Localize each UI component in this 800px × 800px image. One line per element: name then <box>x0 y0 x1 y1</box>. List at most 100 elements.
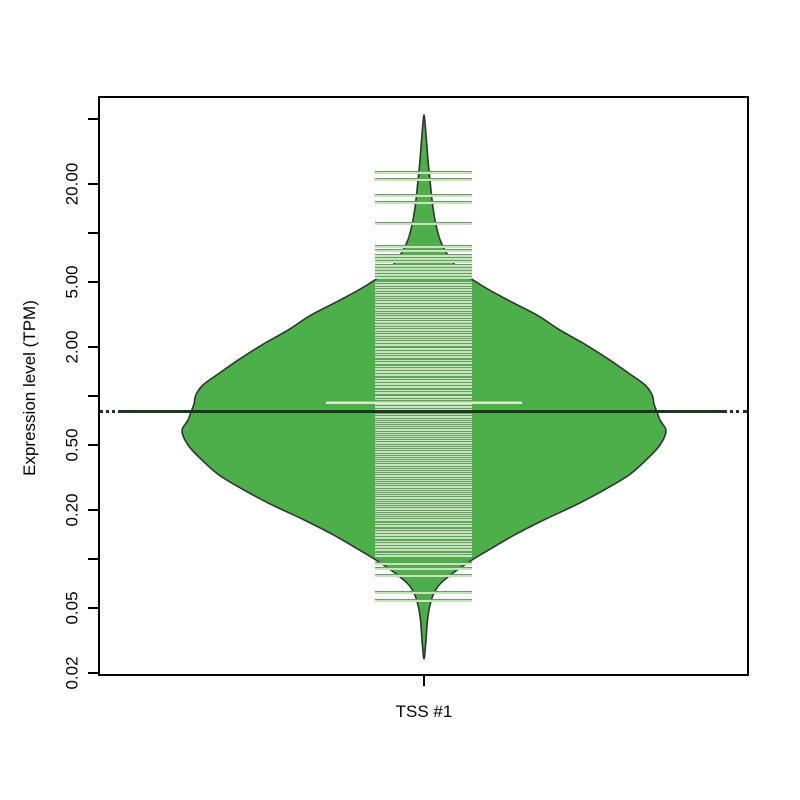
bean-observation-line <box>375 276 472 280</box>
bean-observation-line <box>375 391 472 395</box>
bean-observation-line <box>375 481 472 484</box>
bean-observation-line <box>375 340 472 344</box>
bean-observation-line <box>375 545 472 549</box>
y-axis-tick <box>88 281 98 284</box>
bean-observation-line <box>375 254 472 258</box>
bean-observation-line <box>375 445 472 449</box>
bean-observation-line <box>375 483 472 487</box>
bean-observation-line <box>375 364 472 368</box>
bean-observation-line <box>375 382 472 386</box>
bean-observation-line <box>375 405 472 409</box>
bean-observation-line <box>375 498 472 502</box>
bean-observation-line <box>375 530 472 534</box>
bean-observation-line <box>375 249 472 253</box>
bean-observation-line <box>375 430 472 434</box>
bean-observation-line <box>375 485 472 489</box>
bean-observation-line <box>375 443 472 447</box>
bean-observation-line <box>375 370 472 374</box>
y-axis-tick <box>88 346 98 348</box>
bean-lines-layer <box>98 96 749 676</box>
x-axis-tick <box>423 676 425 686</box>
bean-observation-line <box>375 474 472 478</box>
y-axis-tick-label: 20.00 <box>62 162 82 206</box>
bean-observation-line <box>375 413 472 417</box>
bean-median-line <box>326 401 522 405</box>
bean-observation-line <box>375 394 472 398</box>
y-axis-tick <box>88 232 98 235</box>
y-axis-tick <box>88 183 98 185</box>
bean-observation-line <box>375 358 472 362</box>
bean-observation-line <box>375 260 472 264</box>
y-axis-tick <box>88 509 98 511</box>
bean-observation-line <box>375 417 472 421</box>
bean-observation-line <box>375 472 472 476</box>
bean-observation-line <box>375 518 472 522</box>
bean-observation-line <box>375 421 472 425</box>
y-axis-tick-label: 0.02 <box>62 656 82 690</box>
bean-observation-line <box>375 533 472 537</box>
bean-observation-line <box>375 171 472 175</box>
bean-observation-line <box>375 293 472 296</box>
bean-observation-line <box>375 320 472 324</box>
bean-observation-line <box>375 323 472 326</box>
bean-observation-line <box>375 511 472 515</box>
bean-observation-line <box>375 310 472 314</box>
bean-observation-line <box>375 302 472 306</box>
bean-observation-line <box>375 459 472 463</box>
bean-observation-line <box>375 437 472 440</box>
bean-observation-line <box>375 432 472 436</box>
bean-observation-line <box>375 463 472 467</box>
bean-observation-line <box>375 200 472 204</box>
bean-observation-line <box>375 349 472 353</box>
bean-observation-line <box>375 469 472 473</box>
bean-observation-line <box>375 487 472 491</box>
bean-observation-line <box>375 494 472 498</box>
bean-observation-line <box>375 330 472 334</box>
bean-observation-line <box>375 280 472 284</box>
bean-observation-line <box>375 273 472 277</box>
bean-observation-line <box>375 548 472 552</box>
bean-observation-line <box>375 489 472 493</box>
bean-observation-line <box>375 361 472 365</box>
bean-observation-line <box>375 312 472 316</box>
overall-average-line <box>121 409 723 413</box>
y-axis-tick-label: 5.00 <box>62 265 82 299</box>
bean-observation-line <box>375 367 472 371</box>
x-axis-category-label: TSS #1 <box>395 702 453 721</box>
bean-observation-line <box>375 407 472 411</box>
bean-observation-line <box>375 426 472 430</box>
bean-observation-line <box>375 439 472 443</box>
y-axis-tick <box>88 118 98 121</box>
bean-observation-line <box>375 379 472 383</box>
bean-observation-line <box>375 419 472 423</box>
bean-observation-line <box>375 573 472 577</box>
y-axis-tick <box>88 672 98 674</box>
bean-observation-line <box>375 434 472 438</box>
bean-observation-line <box>375 461 472 465</box>
y-axis-tick-label: 2.00 <box>62 330 82 364</box>
bean-observation-line <box>375 376 472 380</box>
y-axis-tick <box>88 444 98 447</box>
bean-observation-line <box>375 315 472 319</box>
bean-observation-line <box>375 539 472 543</box>
bean-observation-line <box>375 194 472 198</box>
overall-average-line-dotted-right <box>723 409 747 413</box>
y-axis-tick-label: 0.50 <box>62 428 82 462</box>
y-axis-tick <box>88 607 98 610</box>
bean-observation-line <box>375 509 472 513</box>
y-axis-tick <box>88 395 98 398</box>
bean-observation-line <box>375 346 472 350</box>
bean-observation-line <box>375 423 472 427</box>
bean-observation-line <box>375 450 472 454</box>
y-axis-tick-label: 0.05 <box>62 591 82 625</box>
bean-observation-line <box>375 298 472 301</box>
bean-observation-line <box>375 554 472 558</box>
bean-observation-line <box>375 476 472 480</box>
y-axis-tick-label: 0.20 <box>62 493 82 527</box>
bean-observation-line <box>375 551 472 555</box>
bean-observation-line <box>375 527 472 531</box>
bean-observation-line <box>375 448 472 451</box>
bean-observation-line <box>375 355 472 359</box>
bean-observation-line <box>375 328 472 331</box>
